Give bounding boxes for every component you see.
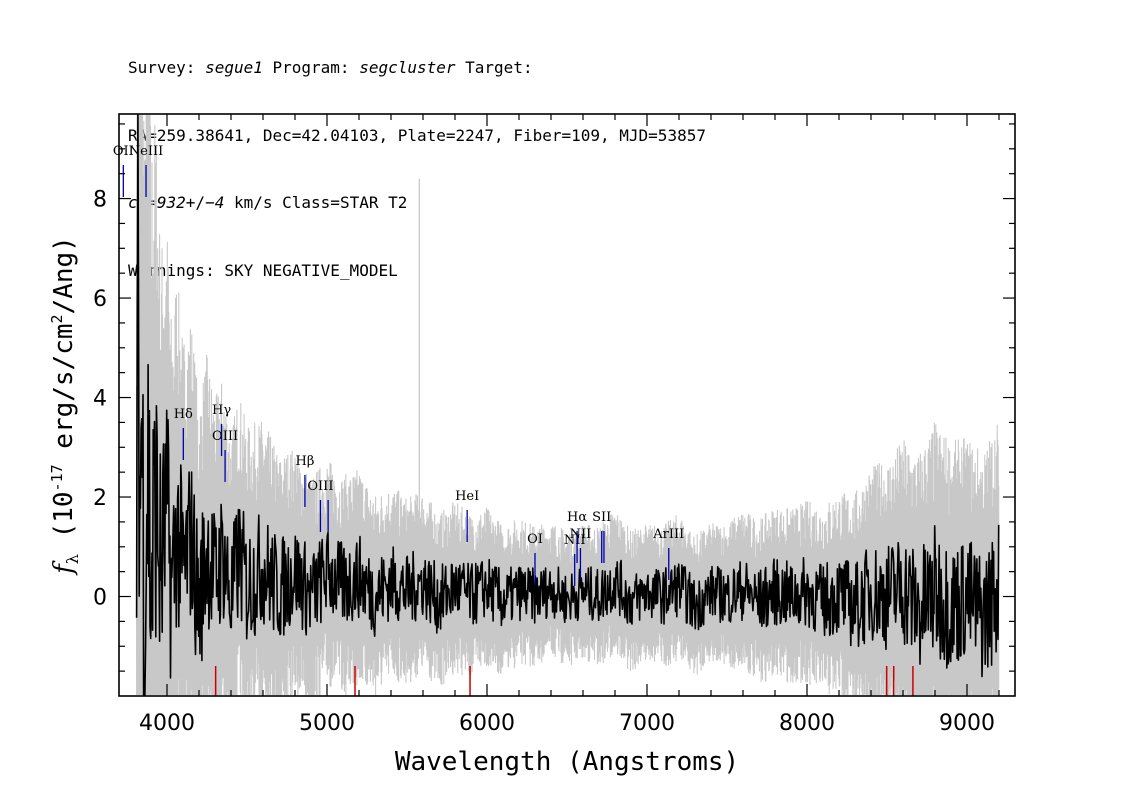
target-label: Target: <box>455 58 533 77</box>
y-tick-label-2: 4 <box>93 387 107 412</box>
emission-label-8: HeI <box>455 489 479 504</box>
survey-label: Survey: <box>128 58 206 77</box>
emission-label-10: NII <box>564 533 586 548</box>
x-tick-label-5: 9000 <box>939 711 995 736</box>
program-label: Program: <box>262 58 360 77</box>
x-tick-label-1: 5000 <box>299 711 355 736</box>
emission-label-4: OIII <box>212 429 238 444</box>
survey-name: segue1 <box>205 58 263 77</box>
spectrum-header: Survey: segue1 Program: segcluster Targe… <box>128 12 706 305</box>
emission-label-13: SII <box>592 510 611 525</box>
emission-label-3: Hγ <box>212 403 231 418</box>
emission-label-11: Hα <box>567 510 587 525</box>
emission-label-1: NeIII <box>129 144 163 159</box>
x-axis-title: Wavelength (Angstroms) <box>395 747 739 777</box>
x-tick-label-0: 4000 <box>139 711 195 736</box>
emission-label-0: OII <box>113 144 134 159</box>
program-name: segcluster <box>359 58 456 77</box>
emission-label-12: NII <box>570 527 592 542</box>
plot-frame <box>118 113 1016 697</box>
emission-label-6: OIII <box>307 479 333 494</box>
svg-text:fλ (10-17 erg/s/cm2/Ang): fλ (10-17 erg/s/cm2/Ang) <box>48 236 82 576</box>
absorption-mark-layer <box>214 666 914 696</box>
y-tick-label-3: 6 <box>93 287 107 312</box>
header-line-1: Survey: segue1 Program: segcluster Targe… <box>128 57 706 80</box>
flux-line <box>135 114 1000 696</box>
emission-label-15: ArIII <box>652 527 684 542</box>
redshift-error: 4 <box>214 193 225 212</box>
x-tick-label-2: 6000 <box>459 711 515 736</box>
emission-label-9: OI <box>527 532 543 547</box>
flux-layer <box>135 114 1000 696</box>
emission-label-5: Hβ <box>295 454 314 469</box>
header-line-3: cz=932+/−4 km/s Class=STAR T2 <box>128 192 706 215</box>
header-line-2: RA=259.38641, Dec=42.04103, Plate=2247, … <box>128 125 706 145</box>
x-tick-label-3: 7000 <box>619 711 675 736</box>
emission-label-2: Hδ <box>174 407 193 422</box>
y-axis-title: fλ (10-17 erg/s/cm2/Ang) <box>48 236 82 576</box>
x-tick-label-4: 8000 <box>779 711 835 736</box>
tick-layer: 4000 5000 6000 7000 8000 9000 0 2 4 6 8 <box>93 114 1015 736</box>
y-tick-label-4: 8 <box>93 188 107 213</box>
redshift-pm: +/− <box>185 193 215 212</box>
y-tick-label-1: 2 <box>93 486 107 511</box>
y-tick-label-0: 0 <box>93 586 107 611</box>
classification: km/s Class=STAR T2 <box>224 193 408 212</box>
